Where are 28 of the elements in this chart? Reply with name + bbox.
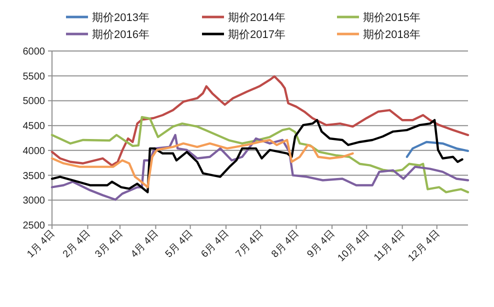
y-tick-label: 6000: [22, 46, 46, 58]
legend-label: 期价2014年: [228, 12, 286, 24]
y-tick-label: 4500: [22, 121, 46, 132]
y-tick-label: 3000: [22, 196, 46, 207]
legend-label: 期价2015年: [363, 12, 420, 24]
x-tick-label: 6月 4日: [199, 228, 232, 260]
legend-label: 期价2018年: [363, 29, 420, 41]
legend-label: 期价2017年: [228, 29, 286, 41]
x-tick-label: 9月 4日: [305, 228, 338, 260]
line-series: [50, 134, 470, 201]
x-tick-label: 2月 4日: [61, 228, 93, 260]
x-tick-label: 3月 4日: [93, 228, 126, 260]
y-tick-label: 5500: [22, 71, 46, 82]
line-series: [50, 75, 470, 166]
y-tick-label: 5000: [22, 96, 46, 108]
x-tick-label: 10月 4日: [336, 228, 372, 264]
y-tick-label: 4000: [22, 146, 46, 157]
x-tick-label: 11月 4日: [372, 228, 408, 264]
x-tick-label: 4月 4日: [129, 228, 161, 260]
x-tick-label: 8月 4日: [270, 228, 302, 260]
x-tick-label: 12月 4日: [406, 228, 442, 264]
x-tick-label: 5月 4日: [164, 228, 196, 260]
x-tick-label: 7月 4日: [234, 228, 266, 260]
legend-label: 期价2013年: [92, 12, 150, 24]
line-series: [406, 140, 470, 158]
legend-label: 期价2016年: [92, 29, 150, 41]
line-series: [50, 138, 354, 188]
y-tick-label: 3500: [22, 170, 46, 182]
